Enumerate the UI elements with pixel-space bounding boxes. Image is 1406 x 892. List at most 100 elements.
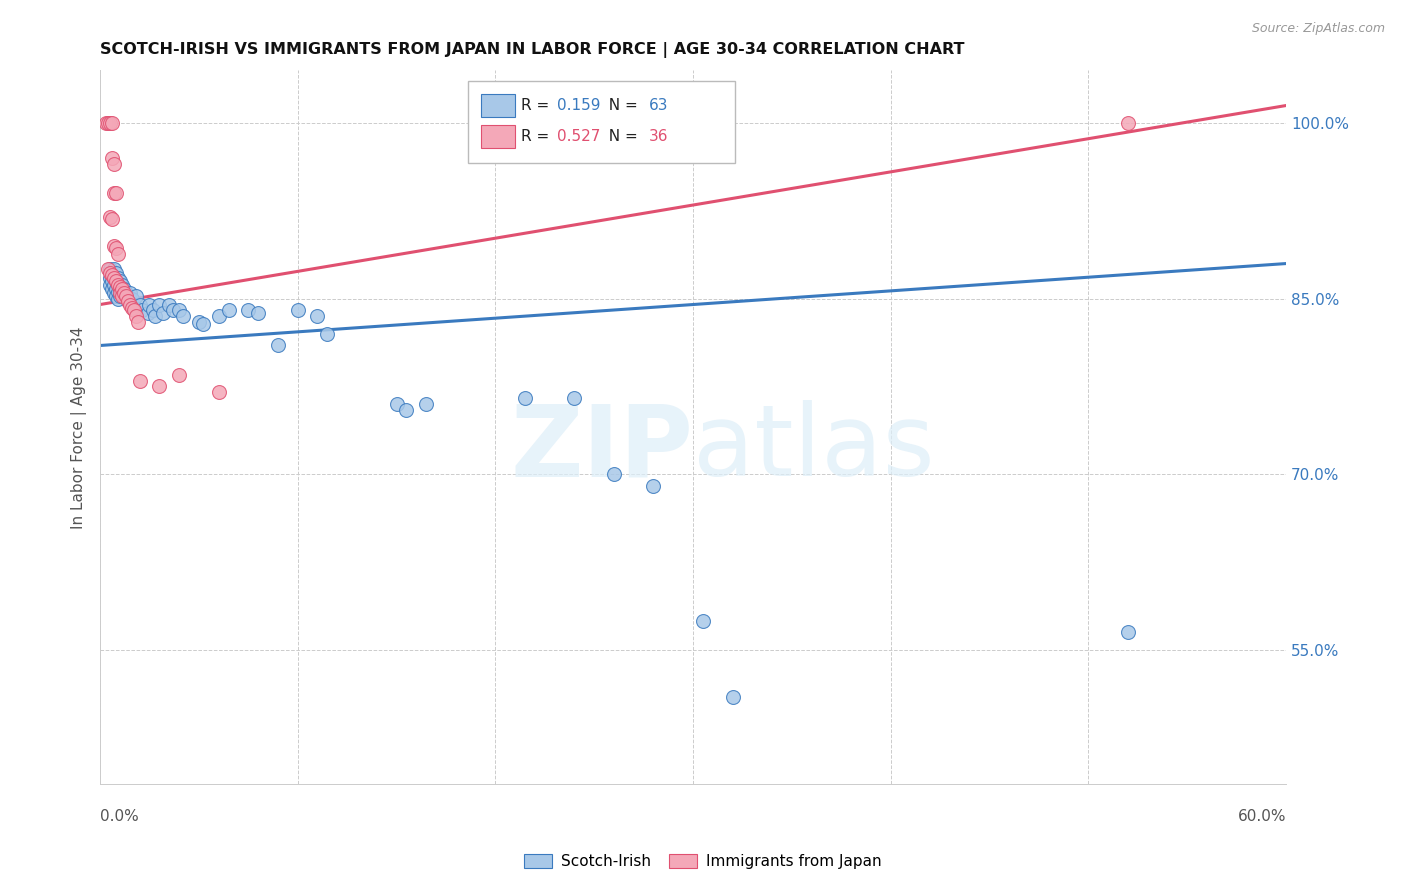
Point <box>103 285 125 300</box>
Point <box>138 297 160 311</box>
Point <box>108 274 131 288</box>
Text: 60.0%: 60.0% <box>1237 809 1286 824</box>
Point <box>287 303 309 318</box>
Point <box>167 303 190 318</box>
Point <box>101 268 124 283</box>
Point <box>267 338 290 352</box>
Text: SCOTCH-IRISH VS IMMIGRANTS FROM JAPAN IN LABOR FORCE | AGE 30-34 CORRELATION CHA: SCOTCH-IRISH VS IMMIGRANTS FROM JAPAN IN… <box>100 42 965 58</box>
Point <box>415 397 437 411</box>
Point <box>108 282 131 296</box>
Point <box>124 289 146 303</box>
Point <box>128 374 150 388</box>
Point <box>148 379 170 393</box>
Point <box>103 277 125 292</box>
Point <box>162 303 184 318</box>
Point <box>97 262 120 277</box>
Point <box>114 289 136 303</box>
Point <box>103 270 125 285</box>
Point <box>564 391 586 405</box>
Point <box>152 306 174 320</box>
Point <box>122 303 145 318</box>
Point <box>385 397 408 411</box>
Point <box>103 157 125 171</box>
Point <box>112 285 135 300</box>
Point <box>104 282 127 296</box>
Point <box>101 274 124 288</box>
Point <box>103 186 125 201</box>
Y-axis label: In Labor Force | Age 30-34: In Labor Force | Age 30-34 <box>72 326 87 529</box>
Point <box>98 270 121 285</box>
Point <box>603 467 626 482</box>
Point <box>107 277 129 292</box>
Point <box>101 282 124 296</box>
Point <box>513 391 536 405</box>
FancyBboxPatch shape <box>468 81 734 163</box>
Point <box>121 292 143 306</box>
Point <box>103 239 125 253</box>
Text: 0.159: 0.159 <box>557 98 600 113</box>
Point <box>104 289 127 303</box>
Text: atlas: atlas <box>693 401 935 498</box>
Point <box>112 289 135 303</box>
Point <box>101 212 124 227</box>
Point <box>107 270 129 285</box>
Point <box>167 368 190 382</box>
Point <box>101 268 124 283</box>
Point <box>187 315 209 329</box>
Point <box>1116 116 1139 130</box>
Point <box>107 247 129 261</box>
FancyBboxPatch shape <box>481 126 515 148</box>
Point <box>218 303 240 318</box>
Point <box>107 277 129 292</box>
Text: ZIP: ZIP <box>510 401 693 498</box>
Point <box>98 266 121 280</box>
Legend: Scotch-Irish, Immigrants from Japan: Scotch-Irish, Immigrants from Japan <box>519 848 887 875</box>
Point <box>145 310 167 324</box>
Point <box>118 297 141 311</box>
Text: Source: ZipAtlas.com: Source: ZipAtlas.com <box>1251 22 1385 36</box>
Point <box>111 277 134 292</box>
Point <box>643 479 665 493</box>
Point <box>98 277 121 292</box>
Point <box>108 285 131 300</box>
Point <box>122 297 145 311</box>
Point <box>107 292 129 306</box>
Point <box>247 306 270 320</box>
Point <box>98 116 121 130</box>
Point <box>721 690 744 704</box>
Point <box>117 293 139 308</box>
Point <box>104 186 127 201</box>
Point <box>112 282 135 296</box>
Point <box>118 285 141 300</box>
Point <box>142 303 165 318</box>
Point <box>94 116 117 130</box>
Text: 63: 63 <box>650 98 669 113</box>
Point <box>103 262 125 277</box>
Point <box>148 297 170 311</box>
Point <box>101 116 124 130</box>
Point <box>136 306 159 320</box>
Point <box>208 385 231 400</box>
Point <box>104 266 127 280</box>
Point <box>111 282 134 296</box>
Point <box>157 297 180 311</box>
Point <box>124 310 146 324</box>
FancyBboxPatch shape <box>481 94 515 117</box>
Point <box>114 285 136 300</box>
Point <box>101 151 124 165</box>
Point <box>238 303 260 318</box>
Text: R =: R = <box>522 129 554 145</box>
Point <box>98 262 121 277</box>
Text: 0.0%: 0.0% <box>100 809 139 824</box>
Text: R =: R = <box>522 98 554 113</box>
Text: N =: N = <box>599 129 643 145</box>
Point <box>131 303 153 318</box>
Point <box>395 403 418 417</box>
Point <box>104 274 127 288</box>
Point <box>108 280 131 294</box>
Point <box>107 285 129 299</box>
Point <box>97 116 120 130</box>
Point <box>128 297 150 311</box>
Point <box>117 293 139 308</box>
Text: N =: N = <box>599 98 643 113</box>
